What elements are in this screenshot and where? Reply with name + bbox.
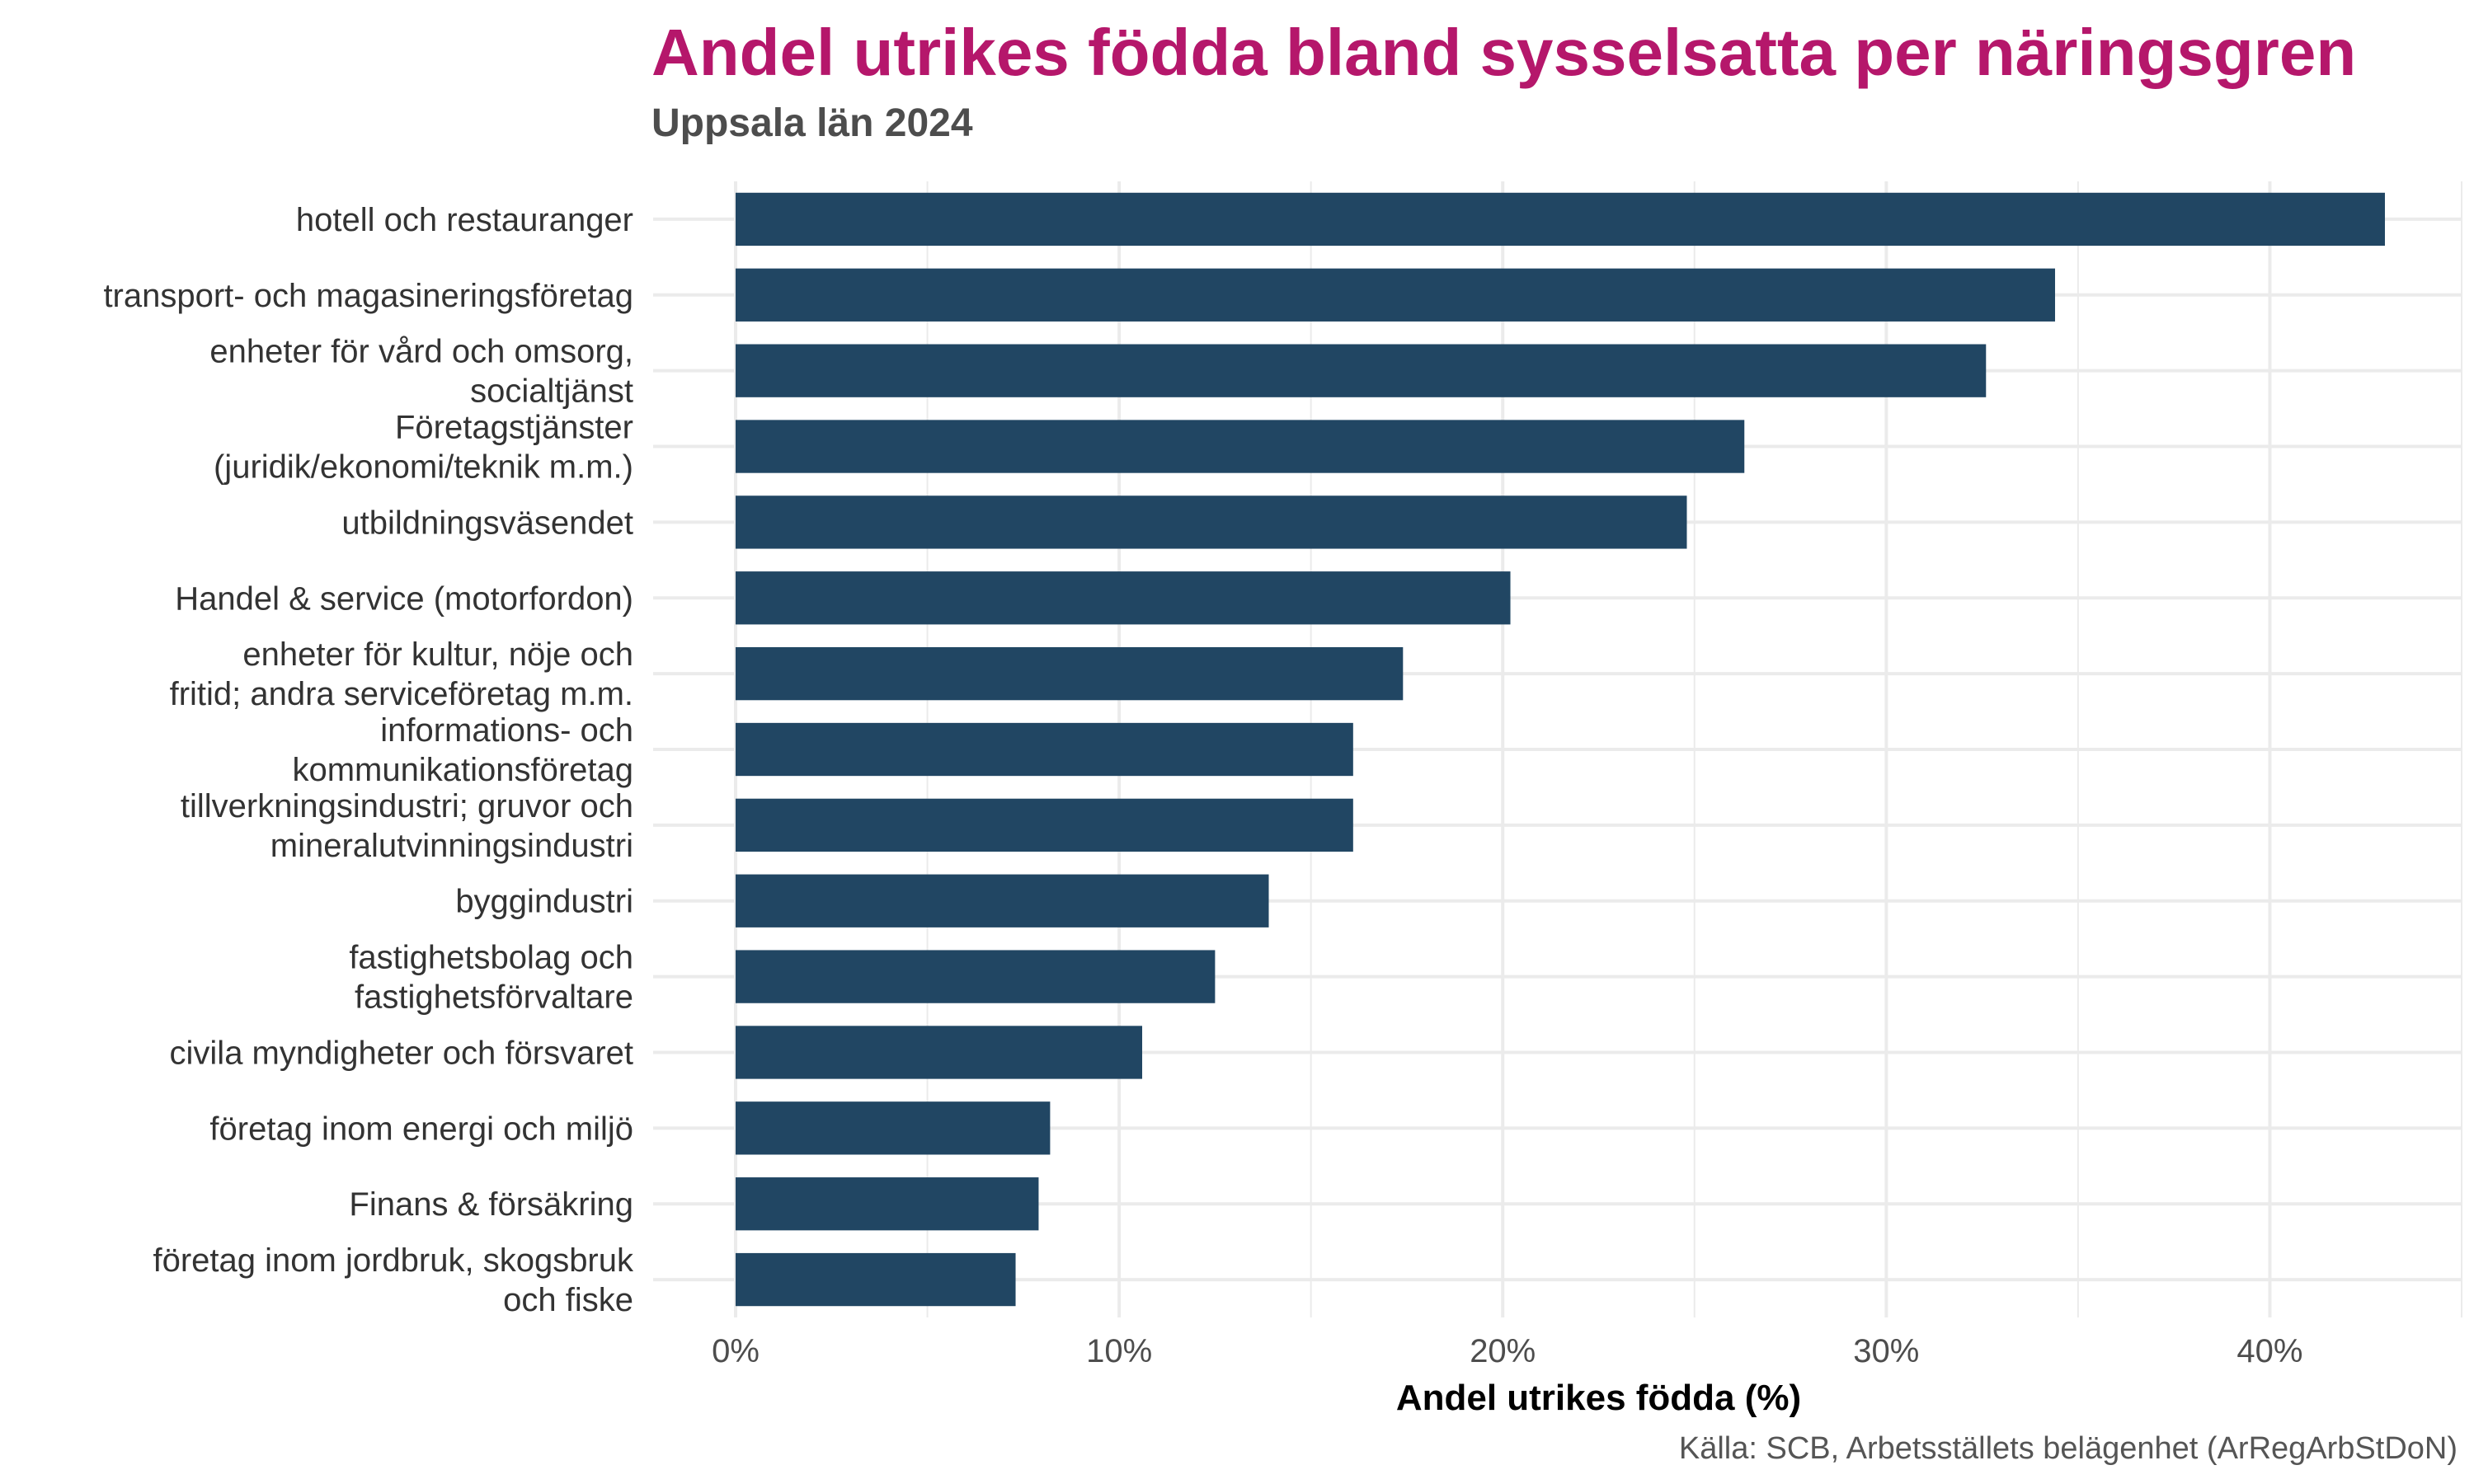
category-label: civila myndigheter och försvaret xyxy=(170,1035,633,1071)
category-label-line: hotell och restauranger xyxy=(296,202,633,238)
bar xyxy=(736,874,1269,928)
chart-subtitle: Uppsala län 2024 xyxy=(651,101,973,145)
bar xyxy=(736,722,1353,777)
x-axis-title: Andel utrikes födda (%) xyxy=(1396,1378,1801,1418)
chart-caption: Källa: SCB, Arbetsställets belägenhet (A… xyxy=(1678,1431,2458,1466)
category-label: informations- och kommunikationsföretag xyxy=(292,712,633,788)
category-label-line: informations- och xyxy=(380,712,633,749)
category-label: Finans & försäkring xyxy=(349,1186,633,1223)
category-label-line: socialtjänst xyxy=(470,373,633,410)
category-label-line: (juridik/ekonomi/teknik m.m.) xyxy=(214,449,633,486)
category-label: enheter för vård och omsorg, socialtjänst xyxy=(209,334,633,410)
bar xyxy=(736,192,2385,247)
label-layer: hotell och restauranger transport- och ma… xyxy=(103,202,2302,1369)
category-label: Handel & service (motorfordon) xyxy=(175,580,633,617)
category-label-line: byggindustri xyxy=(455,884,633,920)
category-label-line: fritid; andra serviceföretag m.m. xyxy=(170,676,633,712)
category-label: transport- och magasineringsföretag xyxy=(103,278,633,314)
category-label: tillverkningsindustri; gruvor och mineral… xyxy=(181,788,633,864)
category-label-line: enheter för vård och omsorg, xyxy=(209,334,633,370)
bar xyxy=(736,344,1987,397)
category-label: Företagstjänster (juridik/ekonomi/teknik … xyxy=(214,410,633,486)
bar xyxy=(736,1026,1143,1079)
category-label: enheter för kultur, nöje och fritid; andr… xyxy=(170,636,633,712)
category-label-line: utbildningsväsendet xyxy=(341,505,633,541)
category-label-line: transport- och magasineringsföretag xyxy=(103,278,633,314)
category-label: företag inom energi och miljö xyxy=(209,1111,633,1147)
bar xyxy=(736,495,1687,549)
category-label-line: fastighetsförvaltare xyxy=(355,979,633,1016)
bar xyxy=(736,1101,1051,1155)
category-label: fastighetsbolag och fastighetsförvaltare xyxy=(349,940,633,1016)
category-label-line: kommunikationsföretag xyxy=(292,752,633,788)
bar xyxy=(736,1252,1016,1307)
bar xyxy=(736,571,1511,625)
category-label-line: fastighetsbolag och xyxy=(349,940,633,976)
bar xyxy=(736,1177,1039,1231)
category-label-line: civila myndigheter och försvaret xyxy=(170,1035,633,1071)
category-label-line: Handel & service (motorfordon) xyxy=(175,580,633,617)
x-tick-label: 0% xyxy=(712,1333,760,1369)
bar xyxy=(736,950,1216,1003)
bar xyxy=(736,646,1404,701)
bar xyxy=(736,268,2055,322)
category-label: företag inom jordbruk, skogsbruk och fisk… xyxy=(153,1242,635,1318)
category-label: byggindustri xyxy=(455,884,633,920)
bar xyxy=(736,798,1353,852)
category-label-line: mineralutvinningsindustri xyxy=(270,828,633,864)
category-label-line: tillverkningsindustri; gruvor och xyxy=(181,788,633,824)
category-label: utbildningsväsendet xyxy=(341,505,633,541)
category-label-line: företag inom energi och miljö xyxy=(209,1111,633,1147)
category-label-line: och fiske xyxy=(503,1282,633,1318)
category-label-line: företag inom jordbruk, skogsbruk xyxy=(153,1242,635,1279)
x-tick-label: 10% xyxy=(1086,1333,1152,1369)
bar xyxy=(736,420,1745,473)
x-tick-label: 20% xyxy=(1470,1333,1536,1369)
x-tick-label: 30% xyxy=(1853,1333,1919,1369)
category-label-line: enheter för kultur, nöje och xyxy=(242,636,633,673)
category-label-line: Företagstjänster xyxy=(395,410,633,446)
bar-layer xyxy=(736,192,2385,1307)
x-tick-label: 40% xyxy=(2236,1333,2302,1369)
chart-title: Andel utrikes födda bland sysselsatta pe… xyxy=(651,16,2357,89)
category-label-line: Finans & försäkring xyxy=(349,1186,633,1223)
category-label: hotell och restauranger xyxy=(296,202,633,238)
